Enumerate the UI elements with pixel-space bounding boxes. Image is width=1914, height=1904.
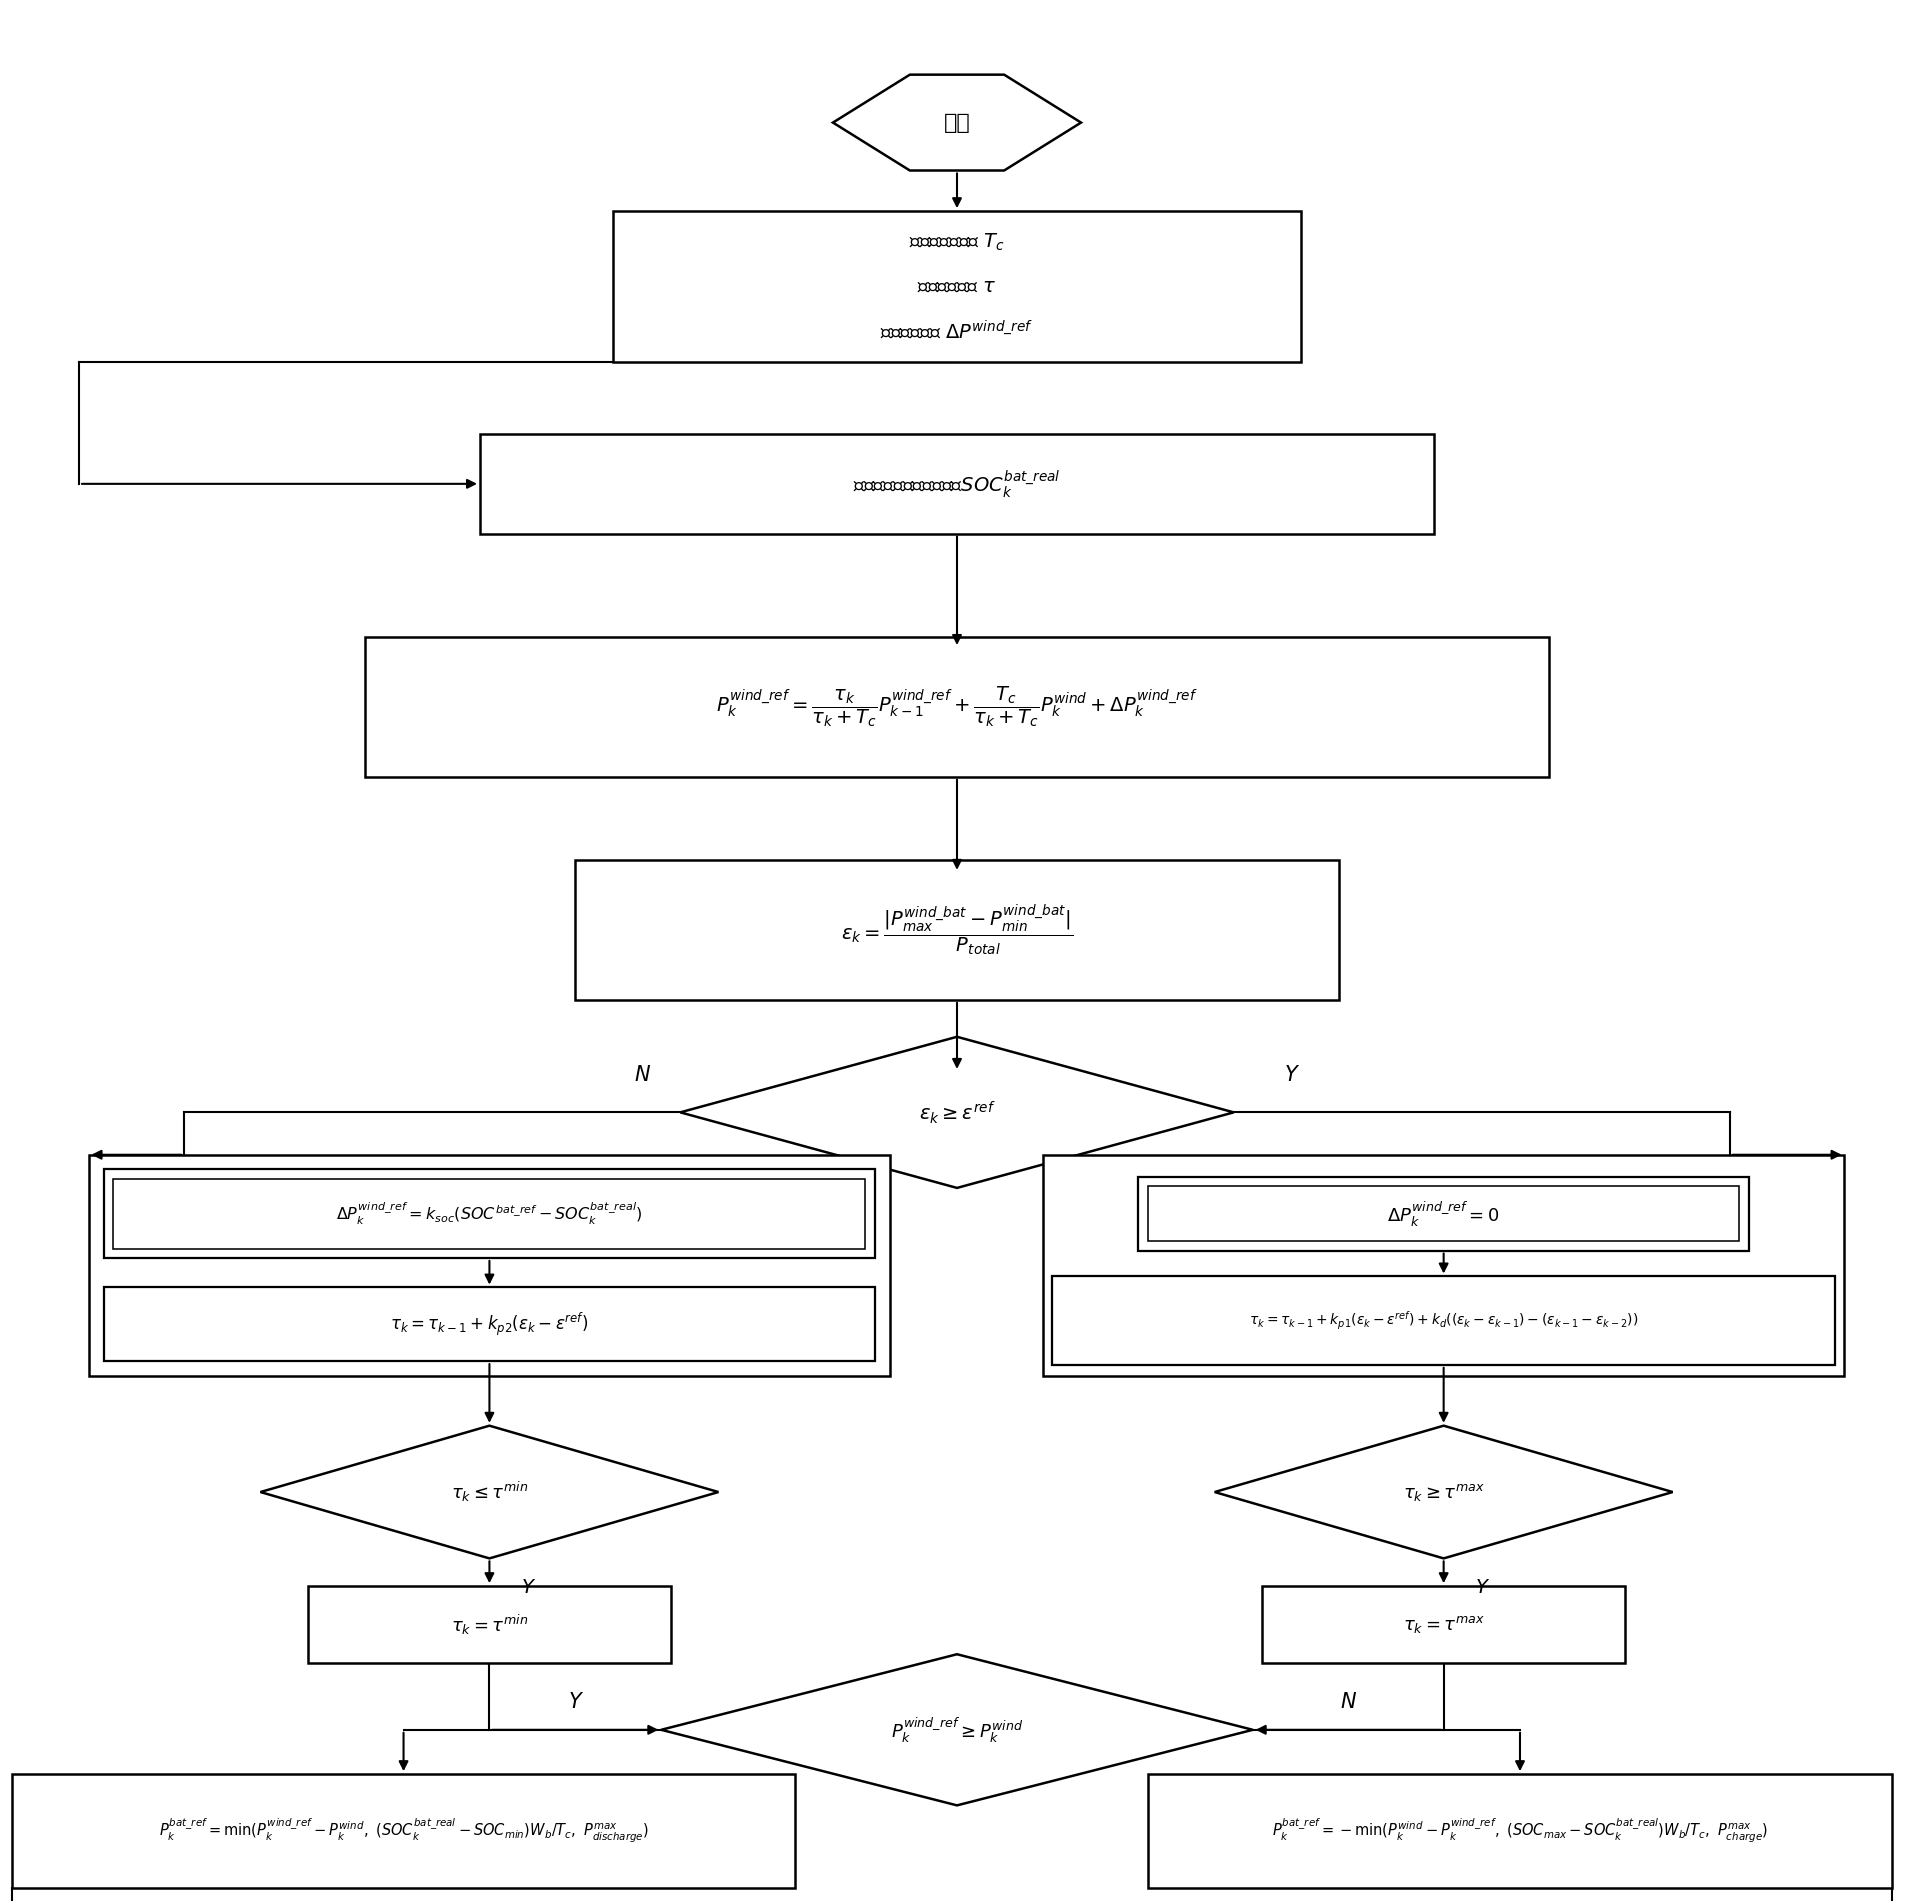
- Bar: [88, 1154, 890, 1377]
- Text: 初始化采样周期 $T_c$: 初始化采样周期 $T_c$: [909, 232, 1005, 253]
- Bar: [103, 1287, 875, 1361]
- Text: Y: Y: [568, 1693, 582, 1712]
- Text: N: N: [1340, 1693, 1355, 1712]
- Bar: [366, 636, 1548, 777]
- Bar: [1139, 1177, 1749, 1251]
- Bar: [1053, 1276, 1836, 1365]
- Bar: [113, 1179, 865, 1249]
- Bar: [576, 861, 1338, 1000]
- Bar: [480, 434, 1434, 533]
- Text: 读取当前储能荷电百分数$SOC_k^{bat\_real}$: 读取当前储能荷电百分数$SOC_k^{bat\_real}$: [854, 468, 1060, 501]
- Bar: [11, 1775, 794, 1889]
- Text: $P_k^{bat\_ref} = -\min(P_k^{wind}-P_k^{wind\_ref},\ (SOC_{max}-SOC_k^{bat\_real: $P_k^{bat\_ref} = -\min(P_k^{wind}-P_k^{…: [1273, 1816, 1769, 1845]
- Bar: [1148, 1186, 1740, 1241]
- Text: 滤波时间参数 $\tau$: 滤波时间参数 $\tau$: [917, 278, 997, 297]
- Text: $\tau_k = \tau^{min}$: $\tau_k = \tau^{min}$: [452, 1613, 528, 1637]
- Text: N: N: [634, 1066, 651, 1085]
- Text: $\varepsilon_k = \dfrac{|P_{max}^{wind\_bat} - P_{min}^{wind\_bat}|}{P_{total}}$: $\varepsilon_k = \dfrac{|P_{max}^{wind\_…: [840, 902, 1074, 958]
- Bar: [308, 1586, 670, 1664]
- Bar: [614, 211, 1300, 362]
- Bar: [1148, 1775, 1893, 1889]
- Text: Y: Y: [523, 1578, 534, 1597]
- Text: Y: Y: [1284, 1066, 1298, 1085]
- Bar: [1263, 1586, 1625, 1664]
- Text: $\varepsilon_k \geq \varepsilon^{ref}$: $\varepsilon_k \geq \varepsilon^{ref}$: [919, 1099, 995, 1125]
- Polygon shape: [660, 1655, 1254, 1805]
- Text: $P_k^{wind\_ref} = \dfrac{\tau_k}{\tau_k+T_c}P_{k-1}^{wind\_ref} + \dfrac{T_c}{\: $P_k^{wind\_ref} = \dfrac{\tau_k}{\tau_k…: [716, 685, 1198, 729]
- Text: $\Delta P_k^{wind\_ref} = k_{soc}(SOC^{bat\_ref} - SOC_k^{bat\_real})$: $\Delta P_k^{wind\_ref} = k_{soc}(SOC^{b…: [337, 1201, 643, 1226]
- Text: $\tau_k = \tau_{k-1} + k_{p2}(\varepsilon_k - \varepsilon^{ref})$: $\tau_k = \tau_{k-1} + k_{p2}(\varepsilo…: [390, 1310, 590, 1339]
- Polygon shape: [260, 1426, 718, 1557]
- Text: $P_k^{wind\_ref} \geq P_k^{wind}$: $P_k^{wind\_ref} \geq P_k^{wind}$: [890, 1716, 1024, 1744]
- Polygon shape: [833, 74, 1081, 171]
- Text: Y: Y: [1476, 1578, 1487, 1597]
- Text: $\tau_k = \tau_{k-1} + k_{p1}(\varepsilon_k - \varepsilon^{ref}) + k_d((\varepsi: $\tau_k = \tau_{k-1} + k_{p1}(\varepsilo…: [1250, 1310, 1638, 1331]
- Text: $P_k^{bat\_ref} = \min(P_k^{wind\_ref}-P_k^{wind},\ (SOC_k^{bat\_real}-SOC_{min}: $P_k^{bat\_ref} = \min(P_k^{wind\_ref}-P…: [159, 1816, 649, 1845]
- Text: 开始: 开始: [944, 112, 970, 133]
- Text: $\tau_k = \tau^{max}$: $\tau_k = \tau^{max}$: [1403, 1615, 1485, 1636]
- Text: $\tau_k \geq \tau^{max}$: $\tau_k \geq \tau^{max}$: [1403, 1481, 1485, 1502]
- Polygon shape: [1215, 1426, 1673, 1557]
- Text: $\tau_k \leq \tau^{min}$: $\tau_k \leq \tau^{min}$: [452, 1479, 528, 1504]
- Bar: [1043, 1154, 1845, 1377]
- Polygon shape: [679, 1038, 1235, 1188]
- Bar: [103, 1169, 875, 1259]
- Text: 目标功率偏置 $\Delta P^{wind\_ref}$: 目标功率偏置 $\Delta P^{wind\_ref}$: [880, 320, 1034, 343]
- Text: $\Delta P_k^{wind\_ref} = 0$: $\Delta P_k^{wind\_ref} = 0$: [1388, 1200, 1501, 1228]
